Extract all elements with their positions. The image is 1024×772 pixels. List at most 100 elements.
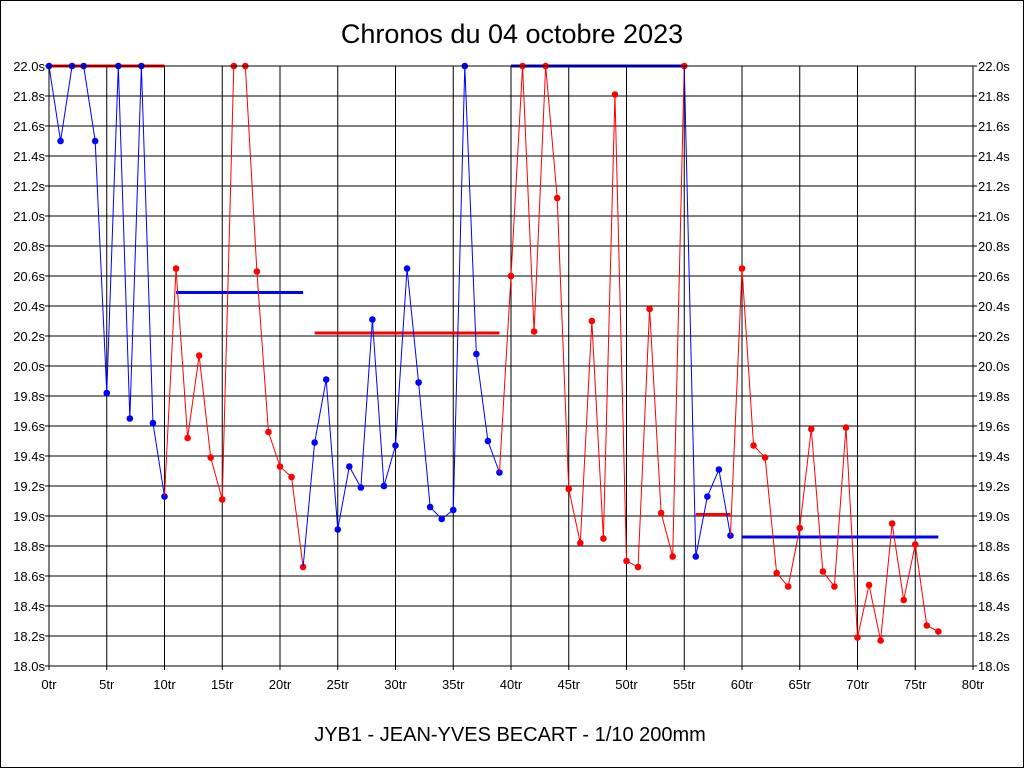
data-point	[184, 434, 191, 442]
data-point	[530, 328, 538, 335]
y-tick-label-right: 21.0s	[978, 209, 1010, 224]
data-point	[195, 352, 203, 359]
x-tick-label: 50tr	[615, 677, 638, 692]
y-tick-label-right: 19.6s	[978, 419, 1010, 434]
y-tick-label-right: 21.4s	[978, 149, 1010, 164]
data-point	[565, 485, 573, 493]
data-point	[484, 437, 492, 445]
data-point	[553, 194, 561, 202]
data-point	[808, 425, 815, 433]
data-point	[773, 569, 780, 577]
y-tick-label-left: 19.2s	[13, 479, 45, 494]
x-tick-label: 45tr	[558, 677, 581, 692]
data-point	[634, 563, 642, 571]
x-tick-label: 65tr	[789, 677, 812, 692]
x-tick-label: 40tr	[500, 677, 523, 692]
data-point	[392, 442, 399, 449]
y-tick-label-left: 20.0s	[13, 359, 45, 374]
data-point	[657, 509, 665, 517]
x-tick-label: 60tr	[731, 677, 754, 692]
data-point	[911, 541, 919, 548]
data-point	[126, 415, 134, 422]
y-tick-label-right: 19.2s	[978, 479, 1010, 494]
y-tick-label-right: 18.8s	[978, 539, 1010, 554]
data-point	[369, 316, 376, 323]
data-point	[646, 305, 653, 313]
x-tick-label: 20tr	[269, 677, 292, 692]
y-tick-label-right: 19.4s	[978, 449, 1010, 464]
y-tick-label-right: 22.0s	[978, 59, 1010, 74]
y-tick-label-left: 20.4s	[13, 299, 45, 314]
y-tick-label-left: 19.6s	[13, 419, 45, 434]
y-tick-label-left: 18.8s	[13, 539, 45, 554]
data-point	[357, 484, 365, 491]
data-point	[311, 439, 318, 446]
data-point	[692, 553, 700, 560]
y-tick-label-left: 19.4s	[13, 449, 45, 464]
y-tick-label-right: 20.0s	[978, 359, 1010, 374]
data-point	[588, 317, 596, 325]
y-tick-label-left: 20.2s	[13, 329, 45, 344]
data-point	[507, 272, 515, 280]
y-tick-label-right: 21.8s	[978, 89, 1010, 104]
x-tick-label: 10tr	[153, 677, 176, 692]
data-point	[623, 557, 630, 565]
y-tick-label-left: 19.0s	[13, 509, 45, 524]
axis-labels: 18.0s 18.0s 18.2s 18.2s 18.4s 18.4s 18.6s 18.6s…	[13, 59, 1010, 692]
data-point	[449, 506, 457, 514]
y-tick-label-left: 18.6s	[13, 569, 45, 584]
y-tick-label-right: 20.8s	[978, 239, 1010, 254]
x-tick-label: 5tr	[99, 677, 115, 692]
series-line	[729, 268, 939, 641]
x-tick-label: 15tr	[211, 677, 234, 692]
y-tick-label-left: 19.8s	[13, 389, 45, 404]
data-point	[438, 515, 446, 523]
y-tick-label-left: 22.0s	[13, 59, 45, 74]
plot-frame	[48, 65, 974, 667]
data-point	[380, 482, 388, 490]
y-tick-label-right: 18.0s	[978, 659, 1010, 674]
data-point	[218, 496, 226, 503]
data-point	[715, 466, 723, 473]
data-point	[854, 634, 861, 641]
x-tick-label: 35tr	[442, 677, 465, 692]
data-point	[172, 265, 180, 272]
data-point	[877, 637, 884, 644]
data-point	[276, 463, 284, 470]
data-point	[935, 628, 942, 635]
data-point	[888, 520, 896, 527]
data-point	[750, 442, 757, 449]
x-tick-label: 75tr	[904, 677, 927, 692]
y-tick-label-left: 21.8s	[13, 89, 45, 104]
series-layer	[45, 62, 942, 644]
y-tick-label-right: 19.8s	[978, 389, 1010, 404]
data-point	[265, 428, 272, 436]
y-tick-label-right: 20.4s	[978, 299, 1010, 314]
x-tick-label: 25tr	[327, 677, 350, 692]
data-point	[669, 553, 676, 560]
y-tick-label-left: 18.0s	[13, 659, 45, 674]
data-point	[207, 454, 214, 461]
x-tick-label: 70tr	[846, 677, 869, 692]
data-point	[704, 493, 711, 500]
data-point	[103, 389, 111, 397]
data-point	[738, 265, 746, 272]
y-tick-label-left: 20.6s	[13, 269, 45, 284]
y-tick-label-right: 20.6s	[978, 269, 1010, 284]
data-point	[322, 376, 330, 383]
y-tick-label-right: 18.2s	[978, 629, 1010, 644]
y-tick-label-right: 18.6s	[978, 569, 1010, 584]
data-point	[865, 581, 873, 589]
data-point	[415, 379, 422, 386]
y-tick-label-left: 18.4s	[13, 599, 45, 614]
y-tick-label-right: 21.6s	[978, 119, 1010, 134]
data-point	[426, 503, 434, 511]
data-point	[334, 526, 342, 533]
chart-title: Chronos du 04 octobre 2023	[341, 19, 683, 49]
y-tick-label-right: 20.2s	[978, 329, 1010, 344]
data-point	[346, 463, 353, 470]
y-tick-label-left: 21.2s	[13, 179, 45, 194]
data-point	[923, 622, 931, 629]
y-tick-label-left: 21.0s	[13, 209, 45, 224]
